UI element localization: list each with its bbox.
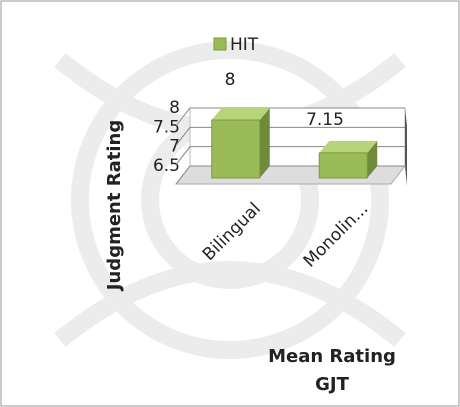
data-label: 8 — [225, 70, 236, 90]
y-tick-label: 7 — [169, 137, 180, 157]
grid-line — [175, 107, 405, 127]
y-tick-label: 7.5 — [153, 117, 180, 137]
side-wall — [405, 108, 407, 186]
data-label: 7.15 — [306, 110, 344, 130]
bar-top — [319, 140, 378, 153]
bar — [211, 119, 261, 179]
bar-side — [259, 108, 270, 178]
x-axis-title: Mean Rating — [268, 346, 396, 367]
legend-label: HIT — [230, 35, 259, 55]
bar-side — [367, 140, 378, 178]
x-axis-title: GJT — [315, 374, 349, 395]
bar-top — [211, 108, 270, 120]
bar — [318, 152, 368, 179]
grid-line — [175, 126, 405, 146]
legend-swatch — [213, 37, 227, 51]
y-tick-label: 6.5 — [153, 156, 180, 176]
y-tick-label: 8 — [169, 98, 180, 118]
y-axis-title: Judgment Rating — [104, 120, 125, 292]
